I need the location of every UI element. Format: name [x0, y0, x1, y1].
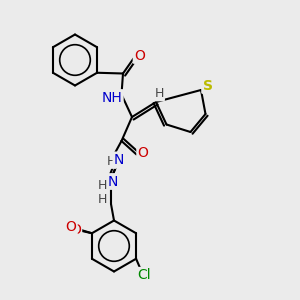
Text: N: N	[114, 153, 124, 167]
Text: H: H	[154, 87, 164, 100]
Text: O: O	[134, 49, 145, 62]
Text: Cl: Cl	[137, 268, 150, 282]
Text: N: N	[107, 175, 118, 188]
Text: H: H	[106, 154, 116, 168]
Text: NH: NH	[101, 91, 122, 104]
Text: O: O	[138, 146, 148, 160]
Text: O: O	[65, 220, 76, 234]
Text: S: S	[202, 79, 213, 92]
Text: H: H	[97, 178, 107, 192]
Text: H: H	[98, 193, 107, 206]
Text: O: O	[70, 223, 81, 237]
